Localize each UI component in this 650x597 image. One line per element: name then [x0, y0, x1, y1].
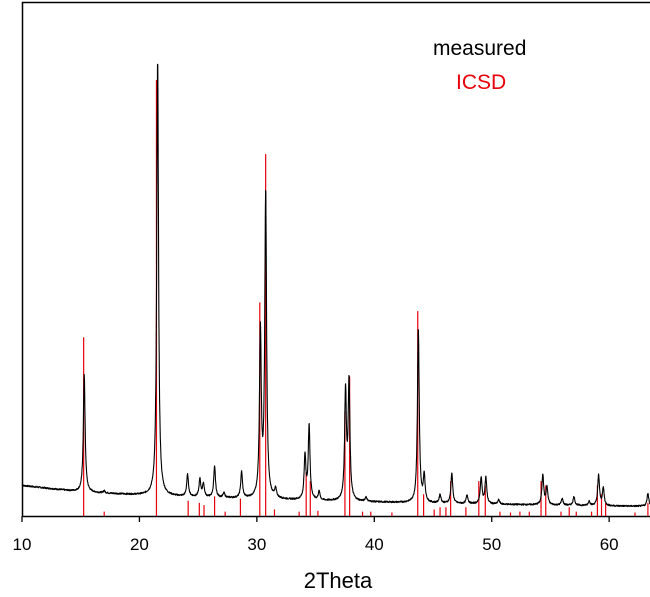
x-axis-tick-labels: 10 20 30 40 50 60 — [13, 535, 619, 554]
x-tick-label-40: 40 — [365, 535, 384, 554]
x-tick-label-10: 10 — [13, 535, 32, 554]
x-tick-label-20: 20 — [130, 535, 149, 554]
x-axis-ticks — [21, 516, 610, 522]
x-tick-label-30: 30 — [247, 535, 266, 554]
x-tick-label-50: 50 — [482, 535, 501, 554]
legend-measured: measured — [433, 37, 526, 60]
x-tick-label-60: 60 — [600, 535, 619, 554]
measured-series-line — [21, 63, 650, 508]
plot-frame — [21, 1, 650, 518]
legend-icsd: ICSD — [456, 71, 506, 94]
x-axis-title: 2Theta — [304, 568, 373, 593]
icsd-reference-sticks — [83, 80, 649, 516]
